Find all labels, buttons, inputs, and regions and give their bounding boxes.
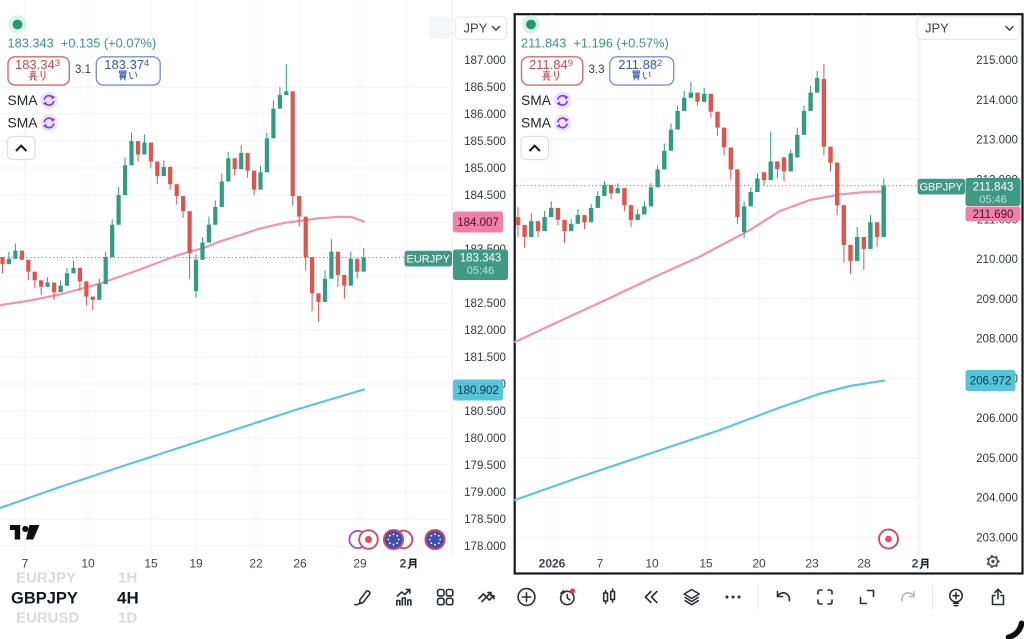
svg-text:26: 26 — [293, 557, 307, 571]
svg-text:05:46: 05:46 — [467, 265, 495, 277]
svg-text:20: 20 — [752, 557, 766, 571]
svg-text:15: 15 — [144, 557, 158, 571]
svg-text:183.343: 183.343 — [460, 252, 502, 264]
svg-text:1D: 1D — [118, 610, 137, 627]
svg-text:7: 7 — [597, 557, 604, 571]
svg-text:187.000: 187.000 — [464, 54, 506, 67]
svg-text:2: 2 — [912, 557, 919, 571]
svg-text:211.690: 211.690 — [973, 209, 1014, 221]
svg-text:182.000: 182.000 — [464, 324, 506, 337]
svg-text:183.374: 183.374 — [104, 57, 149, 72]
svg-text:211.849: 211.849 — [529, 57, 573, 72]
svg-text:EURUSD: EURUSD — [16, 610, 80, 627]
svg-text:GBPJPY: GBPJPY — [919, 181, 963, 193]
svg-text:184.500: 184.500 — [464, 189, 506, 202]
svg-text:211.843 +1.196 (+0.57%): 211.843 +1.196 (+0.57%) — [521, 36, 669, 51]
svg-text:209.000: 209.000 — [976, 293, 1018, 306]
svg-text:180.902: 180.902 — [457, 385, 499, 397]
svg-text:4H: 4H — [117, 589, 139, 608]
svg-text:SMA: SMA — [521, 116, 552, 131]
svg-text:2026: 2026 — [539, 557, 566, 571]
svg-text:183.343 +0.135 (+0.07%): 183.343 +0.135 (+0.07%) — [8, 36, 157, 51]
svg-text:178.000: 178.000 — [464, 540, 506, 553]
svg-text:214.000: 214.000 — [976, 94, 1018, 107]
svg-text:186.000: 186.000 — [464, 108, 506, 121]
svg-text:213.000: 213.000 — [976, 134, 1018, 147]
svg-text:184.007: 184.007 — [457, 217, 499, 229]
svg-text:10: 10 — [645, 557, 659, 571]
svg-text:SMA: SMA — [521, 93, 552, 108]
svg-text:179.500: 179.500 — [464, 459, 506, 472]
svg-text:185.000: 185.000 — [464, 162, 506, 175]
svg-text:3.3: 3.3 — [589, 64, 605, 76]
svg-text:182.500: 182.500 — [464, 297, 506, 310]
svg-text:210.000: 210.000 — [976, 253, 1018, 266]
svg-text:EURJPY: EURJPY — [16, 570, 76, 587]
svg-text:SMA: SMA — [8, 116, 39, 131]
svg-text:JPY: JPY — [925, 21, 949, 36]
svg-text:SMA: SMA — [8, 93, 39, 108]
svg-text:05:46: 05:46 — [979, 194, 1007, 206]
svg-text:185.500: 185.500 — [464, 135, 506, 148]
svg-text:203.000: 203.000 — [976, 531, 1018, 544]
svg-text:215.000: 215.000 — [976, 54, 1018, 67]
svg-text:29: 29 — [353, 557, 367, 571]
svg-text:205.000: 205.000 — [976, 452, 1018, 465]
svg-text:28: 28 — [857, 557, 871, 571]
svg-text:2: 2 — [400, 557, 407, 571]
svg-text:22: 22 — [249, 557, 263, 571]
svg-text:10: 10 — [81, 557, 95, 571]
svg-text:JPY: JPY — [464, 21, 488, 36]
svg-text:181.500: 181.500 — [464, 351, 506, 364]
svg-text:1H: 1H — [118, 570, 137, 587]
svg-text:GBPJPY: GBPJPY — [11, 590, 78, 608]
svg-text:180.500: 180.500 — [464, 405, 506, 418]
svg-text:EURJPY: EURJPY — [406, 253, 450, 265]
svg-text:211.882: 211.882 — [618, 57, 662, 72]
svg-text:7: 7 — [22, 557, 29, 571]
svg-text:208.000: 208.000 — [976, 333, 1018, 346]
svg-text:23: 23 — [805, 557, 819, 571]
svg-text:178.500: 178.500 — [464, 513, 506, 526]
svg-text:179.000: 179.000 — [464, 486, 506, 499]
svg-text:19: 19 — [189, 557, 203, 571]
svg-text:15: 15 — [699, 557, 713, 571]
svg-text:211.843: 211.843 — [973, 182, 1014, 194]
svg-text:204.000: 204.000 — [976, 492, 1018, 505]
svg-text:3.1: 3.1 — [75, 64, 91, 76]
svg-text:206.972: 206.972 — [970, 376, 1012, 388]
svg-text:186.500: 186.500 — [464, 81, 506, 94]
svg-text:183.343: 183.343 — [15, 57, 60, 72]
svg-text:206.000: 206.000 — [976, 412, 1018, 425]
svg-text:180.000: 180.000 — [464, 432, 506, 445]
